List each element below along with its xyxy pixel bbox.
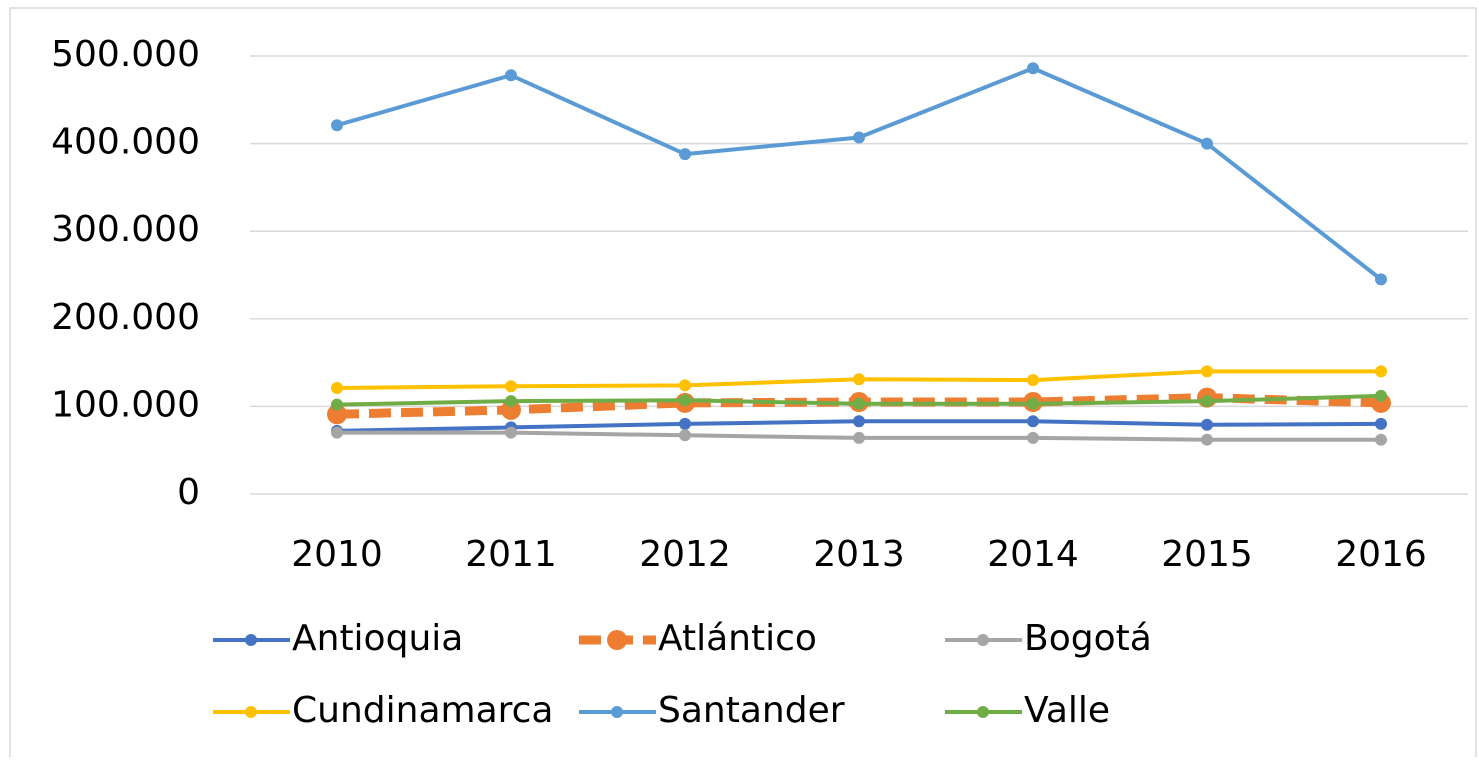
legend-label: Antioquia [292, 618, 463, 659]
x-tick-label: 2011 [465, 534, 557, 575]
series-marker [679, 394, 691, 407]
series-marker [1375, 273, 1387, 286]
x-tick-label: 2012 [639, 534, 731, 575]
legend-marker [245, 634, 257, 646]
series-marker [331, 119, 343, 132]
series-marker [331, 426, 343, 439]
legend-label: Bogotá [1024, 618, 1152, 659]
series-marker [505, 69, 517, 82]
x-tick-label: 2010 [291, 534, 383, 575]
series-marker [853, 373, 865, 386]
series-marker [1027, 62, 1039, 75]
series-marker [1201, 137, 1213, 150]
series-marker [853, 397, 865, 410]
series-marker [505, 380, 517, 393]
legend-label: Atlántico [658, 618, 817, 659]
series-marker [679, 379, 691, 392]
series-marker [1201, 418, 1213, 431]
series-marker [331, 398, 343, 411]
series-marker [679, 148, 691, 161]
series-marker [1027, 374, 1039, 387]
series-marker [1375, 365, 1387, 378]
legend-label: Valle [1024, 690, 1110, 731]
series-marker [679, 417, 691, 430]
series-marker [853, 431, 865, 444]
y-tick-label: 100.000 [51, 384, 200, 425]
series-marker [1375, 417, 1387, 430]
series-marker [1375, 433, 1387, 446]
series-marker [331, 382, 343, 395]
y-tick-label: 400.000 [51, 122, 200, 163]
series-marker [679, 429, 691, 442]
y-tick-label: 200.000 [51, 297, 200, 338]
series-marker [1027, 431, 1039, 444]
series-marker [853, 415, 865, 428]
legend-marker [977, 634, 989, 646]
series-marker [1027, 415, 1039, 428]
series-marker [1201, 395, 1213, 408]
series-marker [1201, 365, 1213, 378]
legend-label: Santander [658, 690, 845, 731]
series-marker [505, 395, 517, 408]
legend-marker [977, 706, 989, 718]
x-tick-label: 2016 [1335, 534, 1427, 575]
series-marker [1375, 389, 1387, 402]
x-tick-label: 2014 [987, 534, 1079, 575]
y-tick-label: 0 [177, 472, 200, 513]
x-tick-label: 2013 [813, 534, 905, 575]
series-marker [501, 399, 521, 420]
legend-marker [611, 706, 623, 718]
series-marker [1201, 433, 1213, 446]
series-marker [1027, 397, 1039, 410]
y-tick-label: 500.000 [51, 34, 200, 75]
series-marker [505, 426, 517, 439]
y-tick-label: 300.000 [51, 209, 200, 250]
legend-marker [607, 630, 627, 650]
x-tick-label: 2015 [1161, 534, 1253, 575]
legend-label: Cundinamarca [292, 690, 554, 731]
series-marker [327, 404, 347, 425]
series-marker [853, 131, 865, 144]
legend-marker [245, 706, 257, 718]
